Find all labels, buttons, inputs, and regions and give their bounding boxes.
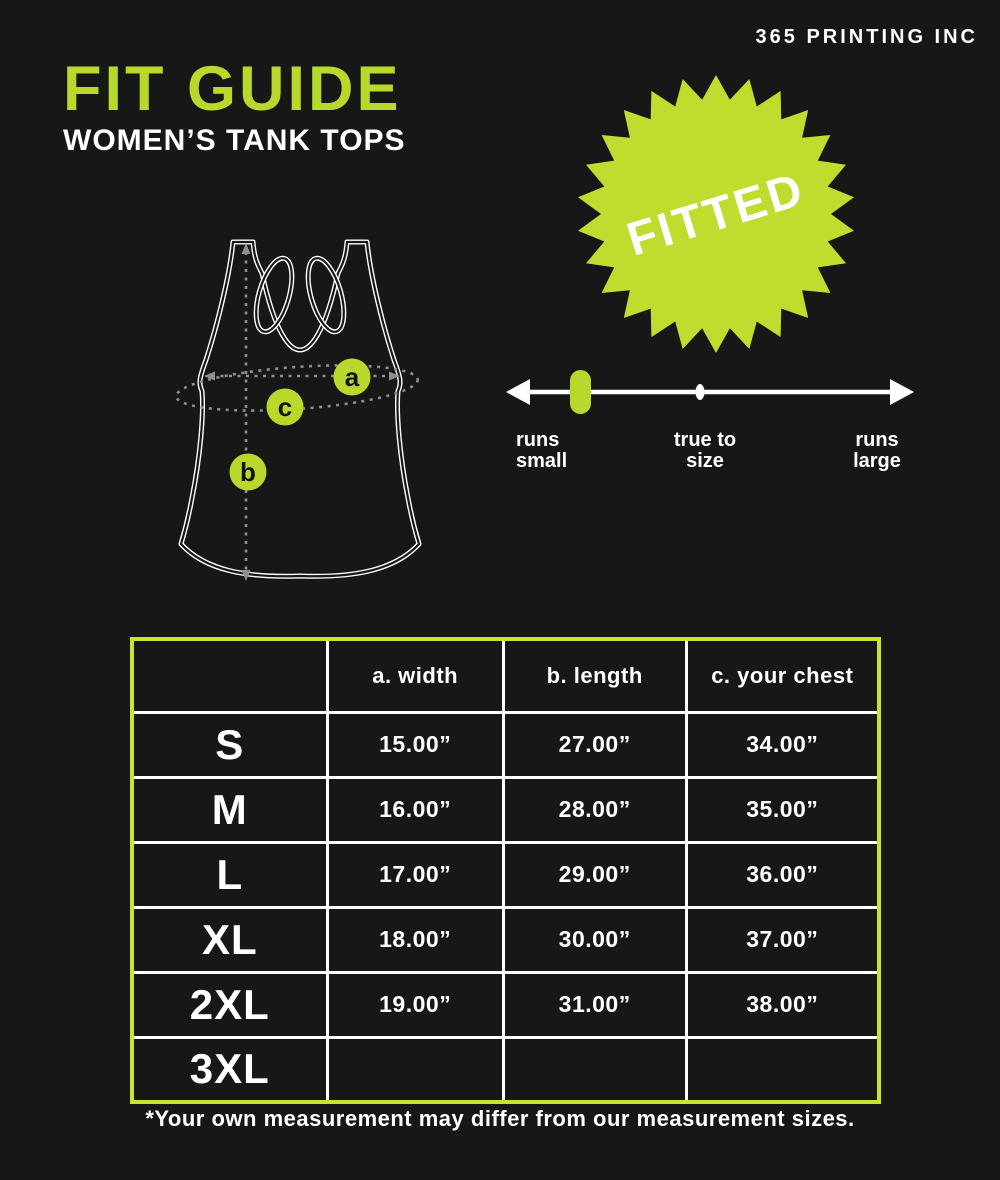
footnote: *Your own measurement may differ from ou… — [145, 1106, 855, 1131]
page-title: FIT GUIDE — [63, 54, 402, 124]
size-table: a. width b. length c. your chest S 15.00… — [130, 637, 881, 1104]
fitted-badge: FITTED — [578, 75, 854, 353]
marker-c-label: c — [278, 392, 292, 422]
brand-name: 365 PRINTING INC — [755, 26, 978, 48]
header-width: a. width — [325, 637, 505, 714]
fit-indicator-marker — [570, 370, 591, 414]
runs-large-line1: runs — [855, 429, 899, 451]
table-row-2xl: 2XL 19.00” 31.00” 38.00” — [130, 970, 881, 1039]
length-cell: 30.00” — [501, 905, 688, 974]
width-cell: 16.00” — [325, 775, 505, 844]
length-cell: 31.00” — [501, 970, 688, 1039]
true-to-size-line1: true to — [673, 429, 737, 451]
marker-a-label: a — [345, 362, 360, 392]
length-arrow-up-icon — [241, 243, 251, 254]
title-block: FIT GUIDE WOMEN’S TANK TOPS — [63, 56, 406, 158]
size-cell: 2XL — [130, 970, 329, 1039]
chest-measure-ellipse — [174, 364, 420, 412]
length-cell: 29.00” — [501, 840, 688, 909]
true-to-size-tick — [695, 384, 705, 400]
length-cell — [501, 1035, 688, 1104]
length-arrow-down-icon — [241, 570, 251, 581]
width-arrow-left-icon — [204, 371, 215, 381]
table-row-s: S 15.00” 27.00” 34.00” — [130, 710, 881, 779]
tank-outline-inner — [179, 240, 421, 578]
marker-c-circle — [266, 388, 304, 426]
length-cell: 27.00” — [501, 710, 688, 779]
marker-b-label: b — [240, 457, 256, 487]
width-cell: 18.00” — [325, 905, 505, 974]
fit-scale — [506, 370, 914, 414]
header-length: b. length — [501, 637, 688, 714]
fit-scale-arrow-right-icon — [890, 379, 914, 405]
size-cell: L — [130, 840, 329, 909]
width-cell: 15.00” — [325, 710, 505, 779]
runs-large-line2: large — [853, 450, 901, 472]
scale-label-true-to-size: true to size — [643, 430, 767, 472]
size-cell: S — [130, 710, 329, 779]
chest-cell: 38.00” — [684, 970, 881, 1039]
header-chest: c. your chest — [684, 637, 881, 714]
width-cell: 19.00” — [325, 970, 505, 1039]
chest-cell: 36.00” — [684, 840, 881, 909]
width-arrow-right-icon — [389, 371, 400, 381]
header-empty — [130, 637, 329, 714]
width-cell: 17.00” — [325, 840, 505, 909]
tank-top-diagram: a c b — [174, 239, 422, 581]
runs-small-line1: runs — [516, 429, 560, 451]
size-cell: M — [130, 775, 329, 844]
scale-label-runs-small: runs small — [516, 430, 567, 472]
page-subtitle: WOMEN’S TANK TOPS — [63, 124, 406, 158]
chest-cell: 37.00” — [684, 905, 881, 974]
table-row-l: L 17.00” 29.00” 36.00” — [130, 840, 881, 909]
width-cell — [325, 1035, 505, 1104]
fitted-badge-star — [578, 75, 854, 353]
racerback-armhole-left-inner — [255, 257, 293, 333]
size-table-header-row: a. width b. length c. your chest — [130, 637, 881, 714]
chest-cell — [684, 1035, 881, 1104]
table-row-xl: XL 18.00” 30.00” 37.00” — [130, 905, 881, 974]
runs-small-line2: small — [516, 450, 568, 472]
marker-b-circle — [229, 453, 267, 491]
size-cell: XL — [130, 905, 329, 974]
table-row-3xl: 3XL — [130, 1035, 881, 1104]
chest-cell: 34.00” — [684, 710, 881, 779]
table-row-m: M 16.00” 28.00” 35.00” — [130, 775, 881, 844]
length-cell: 28.00” — [501, 775, 688, 844]
marker-a-circle — [333, 358, 371, 396]
racerback-armhole-right-inner — [307, 257, 345, 333]
fit-scale-arrow-left-icon — [506, 379, 530, 405]
size-cell: 3XL — [130, 1035, 329, 1104]
true-to-size-line2: size — [686, 450, 724, 472]
chest-cell: 35.00” — [684, 775, 881, 844]
scale-label-runs-large: runs large — [817, 430, 937, 472]
